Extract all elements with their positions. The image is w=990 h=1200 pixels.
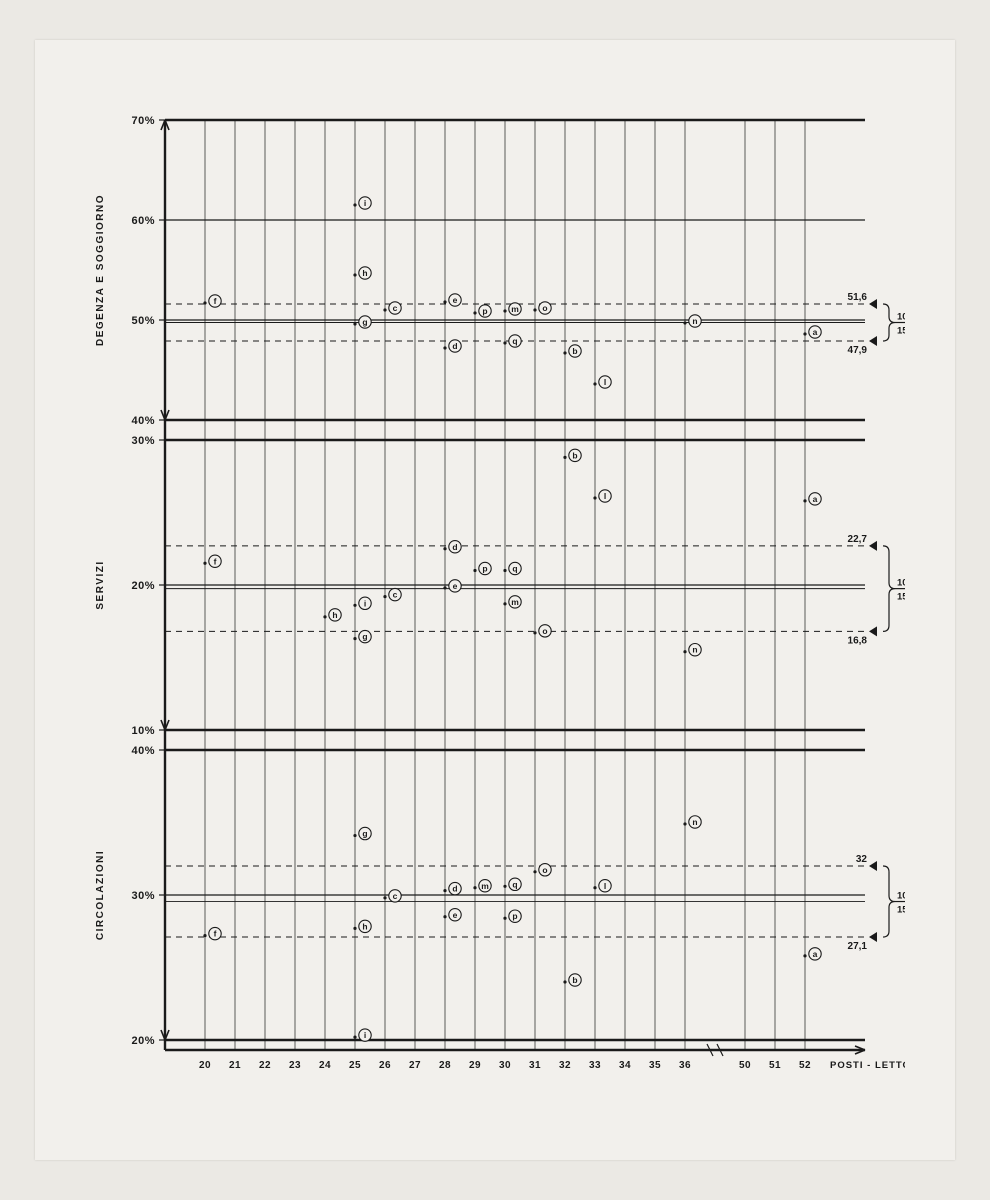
svg-text:51,6: 51,6 bbox=[848, 292, 868, 303]
svg-text:b: b bbox=[572, 450, 577, 460]
photo-frame: 20 21 22 23 24 25 26 27 28 29 30 31 32 33 34 35 36 50 51 52… bbox=[35, 40, 955, 1160]
svg-text:o: o bbox=[542, 303, 547, 313]
svg-text:e: e bbox=[453, 910, 458, 920]
svg-text:52: 52 bbox=[799, 1060, 811, 1071]
svg-text:31: 31 bbox=[529, 1060, 541, 1071]
svg-text:24: 24 bbox=[319, 1060, 331, 1071]
svg-text:22,7: 22,7 bbox=[848, 534, 868, 545]
svg-text:o: o bbox=[542, 865, 547, 875]
svg-text:36: 36 bbox=[679, 1060, 691, 1071]
svg-text:l: l bbox=[604, 377, 606, 387]
svg-text:n: n bbox=[692, 645, 697, 655]
svg-text:p: p bbox=[482, 564, 487, 574]
svg-text:33: 33 bbox=[589, 1060, 601, 1071]
svg-text:32: 32 bbox=[559, 1060, 571, 1071]
svg-text:25: 25 bbox=[349, 1060, 361, 1071]
svg-text:40%: 40% bbox=[131, 415, 155, 427]
svg-text:30: 30 bbox=[499, 1060, 511, 1071]
svg-text:q: q bbox=[512, 336, 517, 346]
svg-text:10: 10 bbox=[897, 891, 905, 902]
svg-text:10: 10 bbox=[897, 578, 905, 589]
svg-text:l: l bbox=[604, 491, 606, 501]
svg-text:e: e bbox=[453, 295, 458, 305]
svg-text:27,1: 27,1 bbox=[848, 941, 868, 952]
svg-text:POSTI - LETTO: POSTI - LETTO bbox=[830, 1060, 905, 1071]
svg-text:b: b bbox=[572, 346, 577, 356]
svg-text:CIRCOLAZIONI: CIRCOLAZIONI bbox=[95, 850, 106, 940]
svg-text:21: 21 bbox=[229, 1060, 241, 1071]
svg-text:i: i bbox=[364, 1030, 366, 1040]
svg-text:d: d bbox=[452, 542, 457, 552]
svg-text:20%: 20% bbox=[131, 1035, 155, 1047]
svg-text:34: 34 bbox=[619, 1060, 631, 1071]
svg-text:m: m bbox=[481, 881, 489, 891]
svg-text:a: a bbox=[813, 949, 818, 959]
svg-text:15: 15 bbox=[897, 326, 905, 337]
chart-container: 20 21 22 23 24 25 26 27 28 29 30 31 32 33 34 35 36 50 51 52… bbox=[85, 110, 905, 1090]
svg-text:35: 35 bbox=[649, 1060, 661, 1071]
svg-text:n: n bbox=[692, 316, 697, 326]
svg-text:30%: 30% bbox=[131, 435, 155, 447]
svg-text:p: p bbox=[482, 306, 487, 316]
svg-text:50%: 50% bbox=[131, 315, 155, 327]
svg-text:m: m bbox=[511, 304, 519, 314]
svg-text:32: 32 bbox=[856, 854, 868, 865]
svg-text:i: i bbox=[364, 198, 366, 208]
svg-text:e: e bbox=[453, 581, 458, 591]
svg-text:d: d bbox=[452, 341, 457, 351]
svg-text:16,8: 16,8 bbox=[848, 635, 868, 646]
svg-text:a: a bbox=[813, 327, 818, 337]
svg-text:10%: 10% bbox=[131, 725, 155, 737]
svg-text:15: 15 bbox=[897, 905, 905, 916]
svg-text:c: c bbox=[393, 303, 398, 313]
svg-text:b: b bbox=[572, 975, 577, 985]
svg-text:l: l bbox=[604, 881, 606, 891]
svg-text:h: h bbox=[362, 268, 367, 278]
svg-text:q: q bbox=[512, 879, 517, 889]
svg-text:i: i bbox=[364, 598, 366, 608]
svg-text:a: a bbox=[813, 494, 818, 504]
svg-text:g: g bbox=[362, 317, 367, 327]
svg-text:50: 50 bbox=[739, 1060, 751, 1071]
svg-text:SERVIZI: SERVIZI bbox=[95, 560, 106, 609]
svg-text:c: c bbox=[393, 891, 398, 901]
svg-text:20%: 20% bbox=[131, 580, 155, 592]
svg-text:22: 22 bbox=[259, 1060, 271, 1071]
svg-text:o: o bbox=[542, 626, 547, 636]
svg-text:60%: 60% bbox=[131, 215, 155, 227]
svg-text:g: g bbox=[362, 632, 367, 642]
svg-text:51: 51 bbox=[769, 1060, 781, 1071]
svg-text:d: d bbox=[452, 884, 457, 894]
svg-text:30%: 30% bbox=[131, 890, 155, 902]
svg-text:23: 23 bbox=[289, 1060, 301, 1071]
svg-text:p: p bbox=[512, 911, 517, 921]
svg-text:f: f bbox=[214, 929, 217, 939]
svg-text:70%: 70% bbox=[131, 115, 155, 127]
svg-text:g: g bbox=[362, 829, 367, 839]
svg-text:20: 20 bbox=[199, 1060, 211, 1071]
svg-text:15: 15 bbox=[897, 592, 905, 603]
svg-text:q: q bbox=[512, 564, 517, 574]
svg-text:28: 28 bbox=[439, 1060, 451, 1071]
svg-text:26: 26 bbox=[379, 1060, 391, 1071]
svg-text:DEGENZA E SOGGIORNO: DEGENZA E SOGGIORNO bbox=[95, 194, 106, 346]
svg-text:f: f bbox=[214, 296, 217, 306]
chart-svg: 20 21 22 23 24 25 26 27 28 29 30 31 32 33 34 35 36 50 51 52… bbox=[85, 110, 905, 1090]
svg-text:n: n bbox=[692, 817, 697, 827]
svg-text:10: 10 bbox=[897, 312, 905, 323]
svg-text:29: 29 bbox=[469, 1060, 481, 1071]
svg-text:40%: 40% bbox=[131, 745, 155, 757]
svg-text:c: c bbox=[393, 590, 398, 600]
svg-text:m: m bbox=[511, 597, 519, 607]
svg-text:h: h bbox=[332, 610, 337, 620]
svg-text:f: f bbox=[214, 556, 217, 566]
svg-text:h: h bbox=[362, 921, 367, 931]
svg-text:47,9: 47,9 bbox=[848, 345, 868, 356]
svg-text:27: 27 bbox=[409, 1060, 421, 1071]
